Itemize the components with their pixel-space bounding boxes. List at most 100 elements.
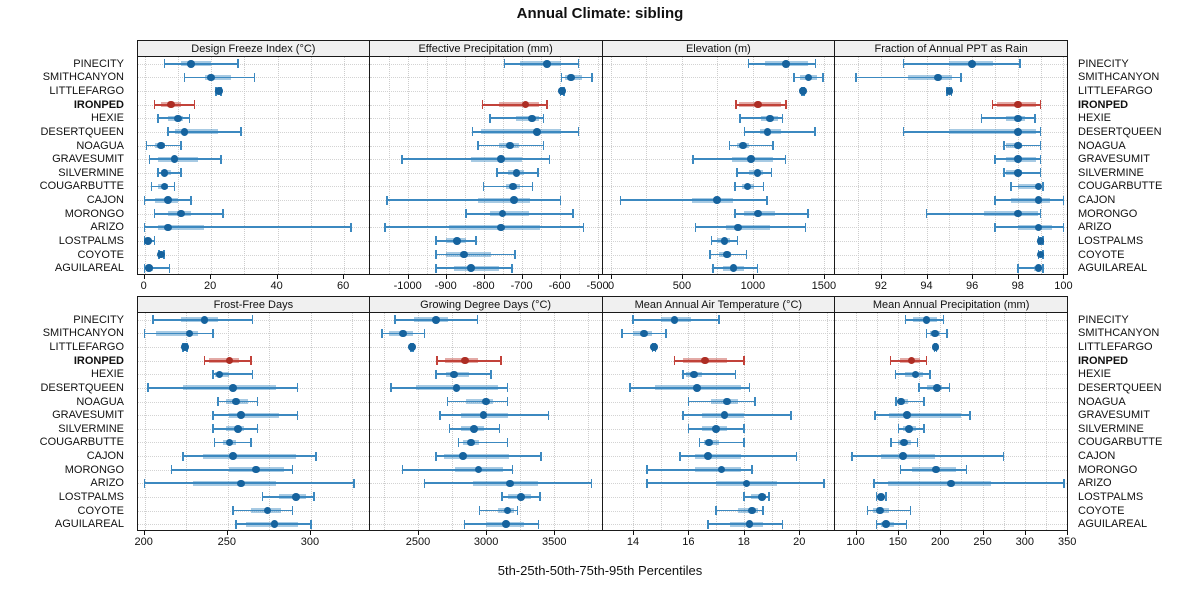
whisker-line xyxy=(735,212,808,215)
median-dot xyxy=(1013,155,1022,163)
v-gridline xyxy=(177,57,179,274)
whisker-cap-high xyxy=(929,369,931,379)
whisker-cap-low xyxy=(692,154,694,164)
site-label-left-ironped: IRONPED xyxy=(73,98,124,111)
percentile-whisker-smithcanyon xyxy=(603,57,835,274)
whisker-cap-low xyxy=(712,263,714,273)
h-gridline xyxy=(138,360,369,362)
percentile-whisker-cougarbutte xyxy=(138,57,369,274)
percentile-whisker-gravesumit xyxy=(835,57,1067,274)
whisker-cap-high xyxy=(770,168,773,178)
whisker-line xyxy=(435,373,491,376)
whisker-cap-high xyxy=(237,59,239,69)
whisker-cap-high xyxy=(804,222,807,232)
v-gridline xyxy=(452,313,454,530)
whisker-line xyxy=(646,468,753,471)
median-dot xyxy=(650,343,658,351)
whisker-cap-high xyxy=(1062,222,1065,232)
site-label-right-aguilareal: AGUILAREAL xyxy=(1078,518,1148,531)
median-dot xyxy=(479,411,488,419)
percentile-whisker-ironped xyxy=(370,57,602,274)
whisker-cap-low xyxy=(435,369,437,379)
median-dot xyxy=(692,384,701,392)
h-gridline xyxy=(835,387,1067,389)
whisker-cap-high xyxy=(909,506,912,516)
percentile-whisker-silvermine xyxy=(603,313,835,530)
whisker-line xyxy=(466,212,573,215)
whisker-cap-low xyxy=(851,451,853,461)
h-gridline xyxy=(835,200,1067,202)
median-dot xyxy=(157,250,166,259)
percentile-whisker-smithcanyon xyxy=(603,313,835,530)
whisker-cap-high xyxy=(1039,209,1042,219)
median-dot xyxy=(911,370,920,379)
percentile-whisker-gravesumit xyxy=(835,313,1067,530)
v-gridline xyxy=(144,57,146,274)
h-gridline xyxy=(138,213,369,215)
percentile-whisker-pinecity xyxy=(370,313,602,530)
whisker-cap-high xyxy=(795,451,798,461)
median-dot xyxy=(214,87,223,95)
site-label-left-pinecity: PINECITY xyxy=(73,313,124,326)
median-dot xyxy=(164,196,172,204)
v-gridline xyxy=(681,57,683,274)
percentile-whisker-morongo xyxy=(835,313,1067,530)
site-label-right-pinecity: PINECITY xyxy=(1078,313,1129,326)
whisker-cap-low xyxy=(621,328,623,338)
median-dot xyxy=(1034,196,1043,204)
median-dot xyxy=(177,209,186,218)
x-tick xyxy=(855,531,857,535)
median-dot xyxy=(905,425,913,433)
median-dot xyxy=(934,73,942,82)
whisker-line xyxy=(483,185,533,188)
whisker-cap-high xyxy=(590,478,593,488)
whisker-cap-high xyxy=(743,356,745,366)
whisker-line xyxy=(874,482,1064,485)
percentile-whisker-noagua xyxy=(138,313,369,530)
median-dot xyxy=(701,356,709,365)
median-dot xyxy=(899,452,907,460)
iqr-band xyxy=(449,224,540,230)
whisker-cap-low xyxy=(153,209,156,219)
whisker-line xyxy=(262,496,315,498)
whisker-line xyxy=(1004,171,1041,174)
whisker-cap-high xyxy=(315,451,317,461)
site-label-left-cajon: CAJON xyxy=(86,194,124,207)
whisker-cap-high xyxy=(291,465,294,475)
median-dot xyxy=(467,264,475,272)
whisker-cap-low xyxy=(423,478,425,488)
median-dot xyxy=(510,196,518,204)
x-tick xyxy=(597,275,599,279)
percentile-whisker-aguilareal xyxy=(835,313,1067,530)
v-gridline xyxy=(426,57,428,274)
whisker-cap-low xyxy=(991,100,994,110)
whisker-line xyxy=(504,62,579,65)
iqr-band xyxy=(444,453,510,459)
iqr-band xyxy=(949,129,1037,135)
iqr-band xyxy=(192,480,276,486)
median-dot xyxy=(470,425,479,433)
median-dot xyxy=(723,250,731,259)
median-dot xyxy=(945,87,954,95)
percentile-whisker-lostpalms xyxy=(370,313,602,530)
iqr-band xyxy=(472,480,538,486)
percentile-whisker-noagua xyxy=(835,57,1067,274)
x-tick xyxy=(1024,531,1026,535)
v-gridline xyxy=(717,57,719,274)
whisker-cap-high xyxy=(500,356,502,366)
whisker-cap-low xyxy=(994,195,996,205)
percentile-whisker-pinecity xyxy=(138,313,369,530)
v-gridline xyxy=(876,313,878,530)
h-gridline xyxy=(138,159,369,161)
median-dot xyxy=(498,209,507,218)
percentile-whisker-smithcanyon xyxy=(835,313,1067,530)
v-gridline xyxy=(554,313,556,530)
percentile-whisker-pinecity xyxy=(138,57,369,274)
x-tick xyxy=(486,531,488,535)
percentile-whisker-hexie xyxy=(138,57,369,274)
whisker-cap-low xyxy=(435,250,437,260)
h-gridline xyxy=(369,240,602,242)
whisker-cap-high xyxy=(1039,168,1042,178)
percentile-whisker-arizo xyxy=(835,57,1067,274)
